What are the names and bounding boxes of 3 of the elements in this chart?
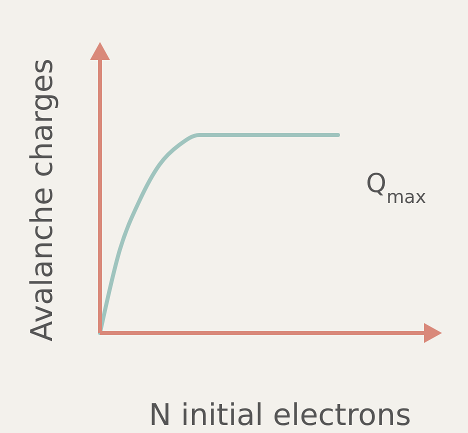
text: Q$_{max}$ [366,169,426,208]
y-axis-title: Avalanche charges [25,58,60,342]
x-axis-title: N initial electrons [148,398,412,433]
